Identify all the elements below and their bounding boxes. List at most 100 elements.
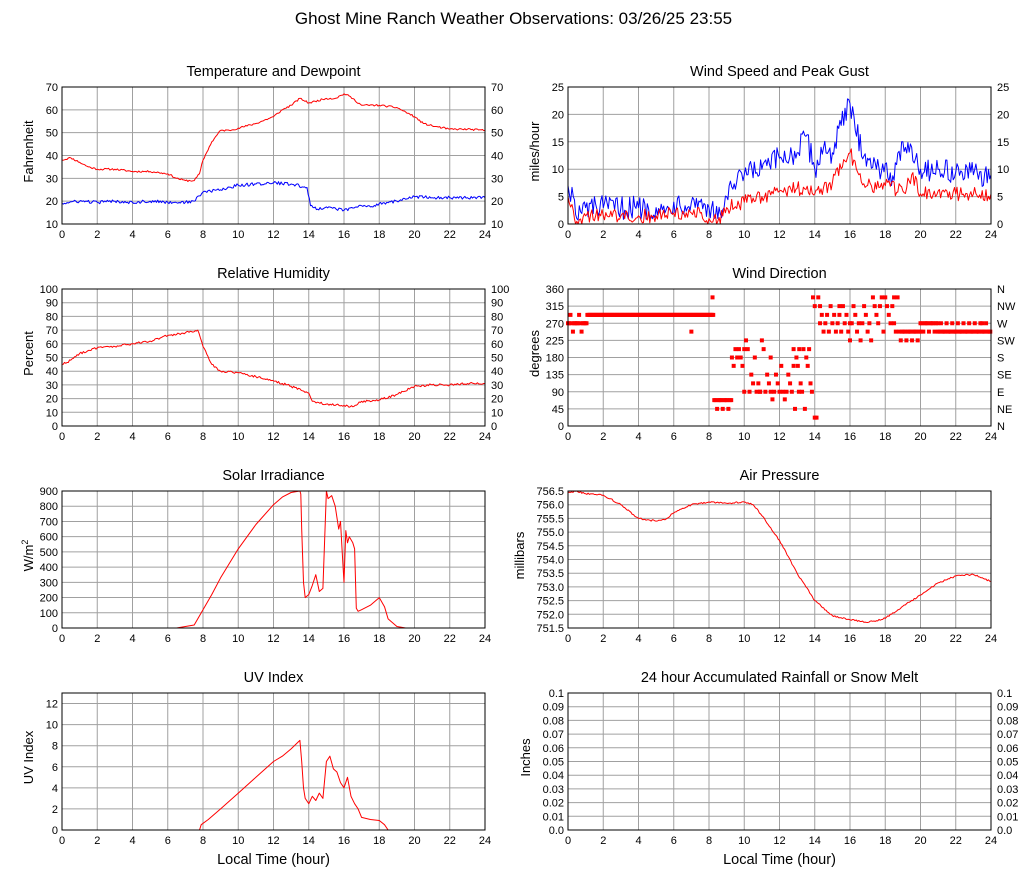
wind-direction-point (789, 389, 794, 394)
x-tick-label: 22 (950, 431, 962, 443)
y-tick-label: 25 (552, 82, 564, 94)
wind-direction-point (819, 312, 824, 317)
y-tick-label-right: 80 (491, 311, 503, 323)
wind-direction-point (902, 329, 907, 334)
wind-direction-point (731, 363, 736, 368)
y-tick-label: 0.04 (543, 770, 564, 782)
wind-direction-point (579, 329, 584, 334)
y-tick-label-right: 0.08 (997, 715, 1018, 727)
y-tick-label-right: 0.07 (997, 729, 1018, 741)
wind-direction-point (805, 363, 810, 368)
wind-direction-point (818, 304, 823, 309)
x-tick-label: 6 (165, 835, 171, 847)
y-tick-label-right: 60 (491, 339, 503, 351)
y-tick-label: 754.5 (536, 541, 564, 553)
y-tick-label: 12 (46, 699, 58, 711)
x-tick-label: 24 (479, 835, 491, 847)
chart-title: 24 hour Accumulated Rainfall or Snow Mel… (641, 670, 918, 686)
y-tick-label: 200 (40, 593, 58, 605)
wind-direction-point (711, 312, 716, 317)
wind-direction-point (914, 329, 919, 334)
plot-frame (567, 490, 992, 629)
wind-direction-point (763, 389, 768, 394)
wind-direction-point (808, 381, 813, 386)
x-tick-label: 8 (706, 835, 712, 847)
wind-direction-point (802, 406, 807, 411)
y-tick-label-right: 40 (491, 151, 503, 163)
x-tick-label: 20 (914, 431, 926, 443)
y-tick-label-right: 100 (491, 284, 509, 296)
wind-direction-point (756, 381, 761, 386)
y-tick-label-right: 20 (491, 394, 503, 406)
wind-direction-point (798, 381, 803, 386)
wind-direction-point (870, 295, 875, 300)
wind-direction-point (898, 338, 903, 343)
x-tick-label: 24 (479, 229, 491, 241)
wind-direction-point (570, 329, 575, 334)
chart-rain: 24 hour Accumulated Rainfall or Snow Mel… (518, 670, 1018, 868)
x-tick-label: 16 (844, 835, 856, 847)
y-tick-label: 20 (46, 394, 58, 406)
wind-direction-point (793, 406, 798, 411)
y-tick-label-right: 40 (491, 366, 503, 378)
wind-direction-point (937, 329, 942, 334)
y-tick-label-right: 0.09 (997, 702, 1018, 714)
x-tick-label: 12 (773, 633, 785, 645)
wind-direction-point (797, 347, 802, 352)
wind-direction-point (984, 321, 989, 326)
wind-direction-point (938, 321, 943, 326)
wind-direction-point (823, 321, 828, 326)
wind-direction-point (931, 321, 936, 326)
x-tick-label: 4 (129, 835, 135, 847)
y-tick-label-right: 50 (491, 128, 503, 140)
x-tick-label: 24 (985, 633, 997, 645)
x-tick-label: 16 (844, 633, 856, 645)
x-tick-label: 10 (738, 835, 750, 847)
y-tick-label-right: 20 (491, 196, 503, 208)
y-tick-label-right: E (997, 387, 1004, 399)
wind-direction-point (856, 321, 861, 326)
y-tick-label: 300 (40, 577, 58, 589)
y-tick-label: 755.5 (536, 513, 564, 525)
wind-direction-point (839, 329, 844, 334)
wind-direction-point (840, 304, 845, 309)
wind-direction-point (967, 321, 972, 326)
y-tick-label: 60 (46, 339, 58, 351)
x-tick-label: 0 (59, 229, 65, 241)
y-tick-label: 80 (46, 311, 58, 323)
y-axis-label: degrees (527, 330, 542, 377)
y-tick-label: 0.07 (543, 729, 564, 741)
wind-direction-point (796, 389, 801, 394)
chart-title: Temperature and Dewpoint (186, 64, 360, 80)
x-tick-label: 18 (879, 229, 891, 241)
y-tick-label-right: 5 (997, 192, 1003, 204)
y-tick-label: 45 (552, 404, 564, 416)
y-tick-label: 30 (46, 380, 58, 392)
wind-direction-point (729, 398, 734, 403)
x-tick-label: 12 (267, 633, 279, 645)
y-tick-label: 50 (46, 353, 58, 365)
series-line (567, 148, 992, 225)
chart-title: Air Pressure (740, 468, 820, 484)
wind-direction-point (867, 321, 872, 326)
y-tick-label: 900 (40, 486, 58, 498)
wind-direction-point (915, 338, 920, 343)
wind-direction-point (575, 321, 580, 326)
x-tick-label: 4 (635, 431, 641, 443)
y-tick-label: 270 (546, 318, 564, 330)
x-tick-label: 4 (129, 229, 135, 241)
x-tick-label: 20 (914, 835, 926, 847)
y-tick-label: 752.5 (536, 596, 564, 608)
y-tick-label: 40 (46, 151, 58, 163)
x-tick-label: 10 (232, 431, 244, 443)
y-tick-label: 20 (552, 109, 564, 121)
y-tick-label-right: 0.04 (997, 770, 1018, 782)
wind-direction-point (791, 347, 796, 352)
wind-direction-point (758, 389, 763, 394)
x-tick-label: 22 (950, 633, 962, 645)
y-tick-label-right: W (997, 318, 1008, 330)
y-tick-label-right: 70 (491, 82, 503, 94)
wind-direction-point (862, 304, 867, 309)
wind-direction-point (943, 329, 948, 334)
